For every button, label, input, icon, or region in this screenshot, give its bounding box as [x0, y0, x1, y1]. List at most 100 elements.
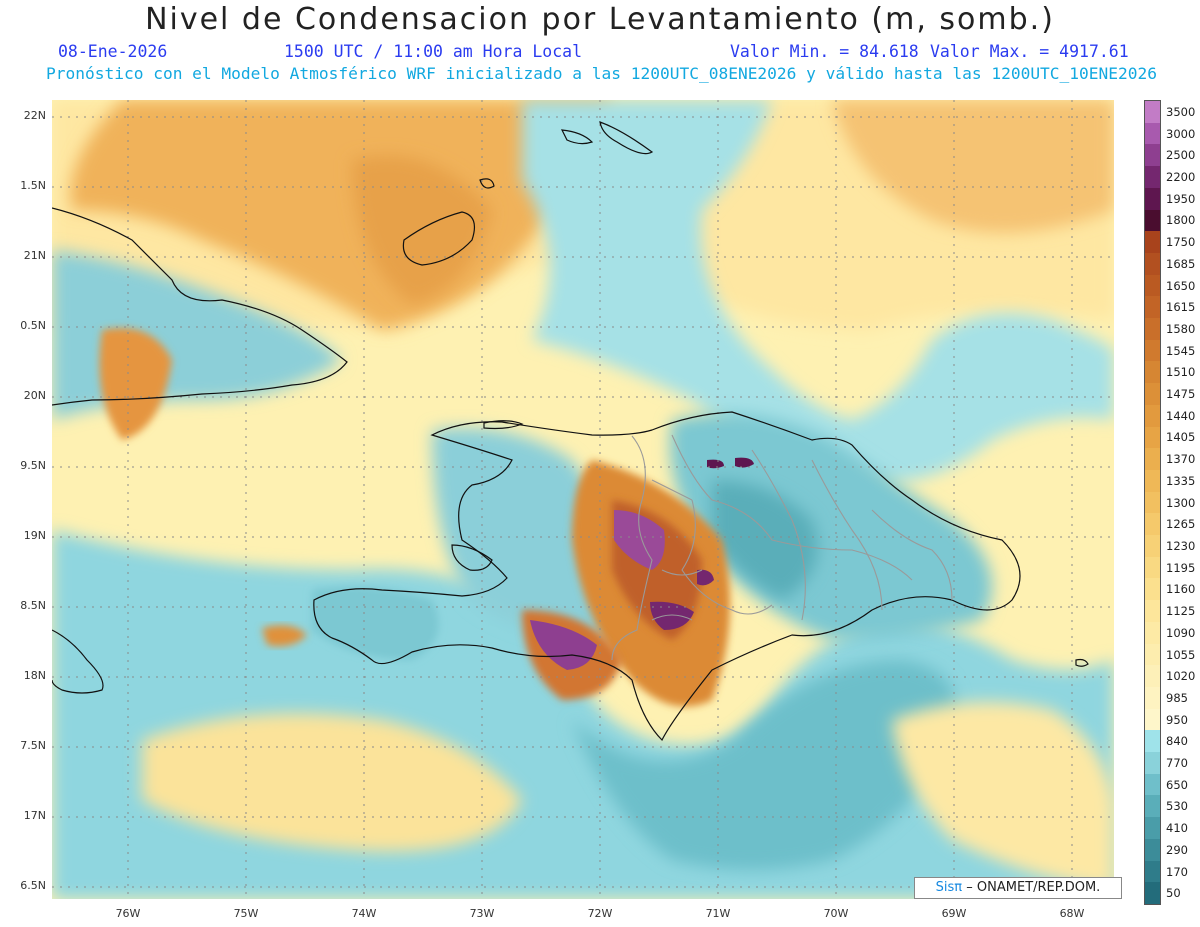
legend-level-label: 410	[1166, 821, 1188, 836]
legend-swatch	[1145, 600, 1160, 623]
color-scale-legend	[1144, 100, 1161, 905]
lat-label: 20N	[23, 389, 46, 402]
legend-swatch	[1145, 838, 1160, 862]
legend-swatch	[1145, 274, 1160, 297]
lon-label: 70W	[823, 907, 849, 920]
legend-level-label: 1125	[1166, 604, 1196, 619]
legend-swatch	[1145, 535, 1160, 558]
lat-label: 0.5N	[20, 319, 46, 332]
lat-label: 6.5N	[20, 879, 46, 892]
legend-swatch	[1145, 426, 1160, 449]
legend-swatch	[1145, 318, 1160, 341]
cuba-coast	[52, 207, 348, 406]
legend-swatch	[1145, 448, 1160, 471]
lat-label: 8.5N	[20, 599, 46, 612]
lat-label: 9.5N	[20, 459, 46, 472]
band-purple-4	[697, 569, 714, 586]
credit-brand: Sisπ	[935, 880, 963, 895]
puerto-rico-tip	[1075, 658, 1089, 667]
lat-label: 19N	[23, 529, 46, 542]
legend-swatch	[1145, 187, 1160, 210]
legend-level-label: 1545	[1166, 343, 1196, 358]
legend-swatch	[1145, 101, 1160, 124]
min-value: Valor Min. = 84.618	[730, 42, 919, 61]
band-purple-1	[614, 510, 665, 570]
band-purple-2	[530, 620, 597, 670]
lat-label: 1.5N	[20, 179, 46, 192]
lat-label: 17N	[23, 809, 46, 822]
graticule	[52, 100, 1114, 899]
lon-label: 76W	[115, 907, 141, 920]
legend-level-label: 840	[1166, 734, 1188, 749]
legend-level-label: 1195	[1166, 560, 1196, 575]
legend-swatch	[1145, 773, 1160, 796]
band-cyan-dr	[670, 413, 992, 640]
band-cyan-tiburon	[312, 586, 439, 660]
legend-level-label: 1160	[1166, 582, 1196, 597]
legend-level-label: 290	[1166, 842, 1188, 857]
legend-level-label: 1510	[1166, 365, 1196, 380]
legend-level-label: 950	[1166, 712, 1188, 727]
lcl-map	[52, 100, 1114, 899]
legend-level-label: 1300	[1166, 495, 1196, 510]
legend-swatch	[1145, 404, 1160, 428]
model-subtitle: Pronóstico con el Modelo Atmosférico WRF…	[46, 64, 1158, 83]
legend-swatch	[1145, 383, 1160, 406]
legend-level-label: 3000	[1166, 126, 1196, 141]
lon-label: 74W	[351, 907, 377, 920]
lon-label: 73W	[469, 907, 495, 920]
lon-label: 72W	[587, 907, 613, 920]
credit-box: Sisπ – ONAMET/REP.DOM.	[914, 877, 1122, 899]
legend-swatch	[1145, 296, 1160, 319]
dr-province-borders	[611, 434, 953, 661]
lat-label: 7.5N	[20, 739, 46, 752]
band-purple-3	[650, 601, 694, 630]
legend-swatch	[1145, 860, 1160, 883]
legend-swatch	[1145, 209, 1160, 232]
tortuga-island	[483, 420, 524, 430]
great-inagua	[402, 211, 475, 266]
legend-swatch	[1145, 708, 1160, 731]
legend-level-label: 50	[1166, 886, 1181, 901]
lat-label: 21N	[23, 249, 46, 262]
legend-level-label: 1055	[1166, 647, 1196, 662]
legend-level-label: 1020	[1166, 669, 1196, 684]
legend-level-label: 2500	[1166, 148, 1196, 163]
band-orange-islet	[262, 625, 307, 647]
jamaica-outline	[52, 629, 104, 694]
legend-level-label: 1950	[1166, 191, 1196, 206]
gonave-island	[451, 544, 493, 571]
max-value: Valor Max. = 4917.61	[930, 42, 1129, 61]
legend-level-label: 2200	[1166, 170, 1196, 185]
legend-swatch	[1145, 144, 1160, 167]
lon-label: 71W	[705, 907, 731, 920]
legend-level-label: 1405	[1166, 430, 1196, 445]
legend-swatch	[1145, 817, 1160, 840]
legend-level-label: 530	[1166, 799, 1188, 814]
legend-level-label: 1335	[1166, 473, 1196, 488]
legend-level-label: 1370	[1166, 452, 1196, 467]
forecast-time: 1500 UTC / 11:00 am Hora Local	[284, 42, 583, 61]
legend-swatch	[1145, 882, 1160, 905]
legend-swatch	[1145, 795, 1160, 818]
band-cyan-ne	[522, 100, 1114, 482]
forecast-date: 08-Ene-2026	[58, 42, 168, 61]
legend-swatch	[1145, 578, 1160, 601]
lon-label: 69W	[941, 907, 967, 920]
legend-level-label: 1800	[1166, 213, 1196, 228]
legend-level-label: 1265	[1166, 517, 1196, 532]
legend-swatch	[1145, 252, 1160, 276]
legend-swatch	[1145, 665, 1160, 688]
legend-level-label: 1615	[1166, 300, 1196, 315]
legend-swatch	[1145, 166, 1160, 189]
caicos-islands	[479, 121, 654, 189]
legend-level-label: 650	[1166, 777, 1188, 792]
band-pale-southeast	[892, 702, 1114, 890]
legend-swatch	[1145, 122, 1160, 145]
hispaniola-coast	[313, 411, 1021, 742]
map-title: Nivel de Condensacion por Levantamiento …	[145, 2, 1055, 37]
band-orange-west	[99, 328, 172, 440]
band-orange-north	[70, 100, 613, 330]
legend-swatch	[1145, 513, 1160, 536]
band-orange-ne	[832, 100, 1114, 233]
